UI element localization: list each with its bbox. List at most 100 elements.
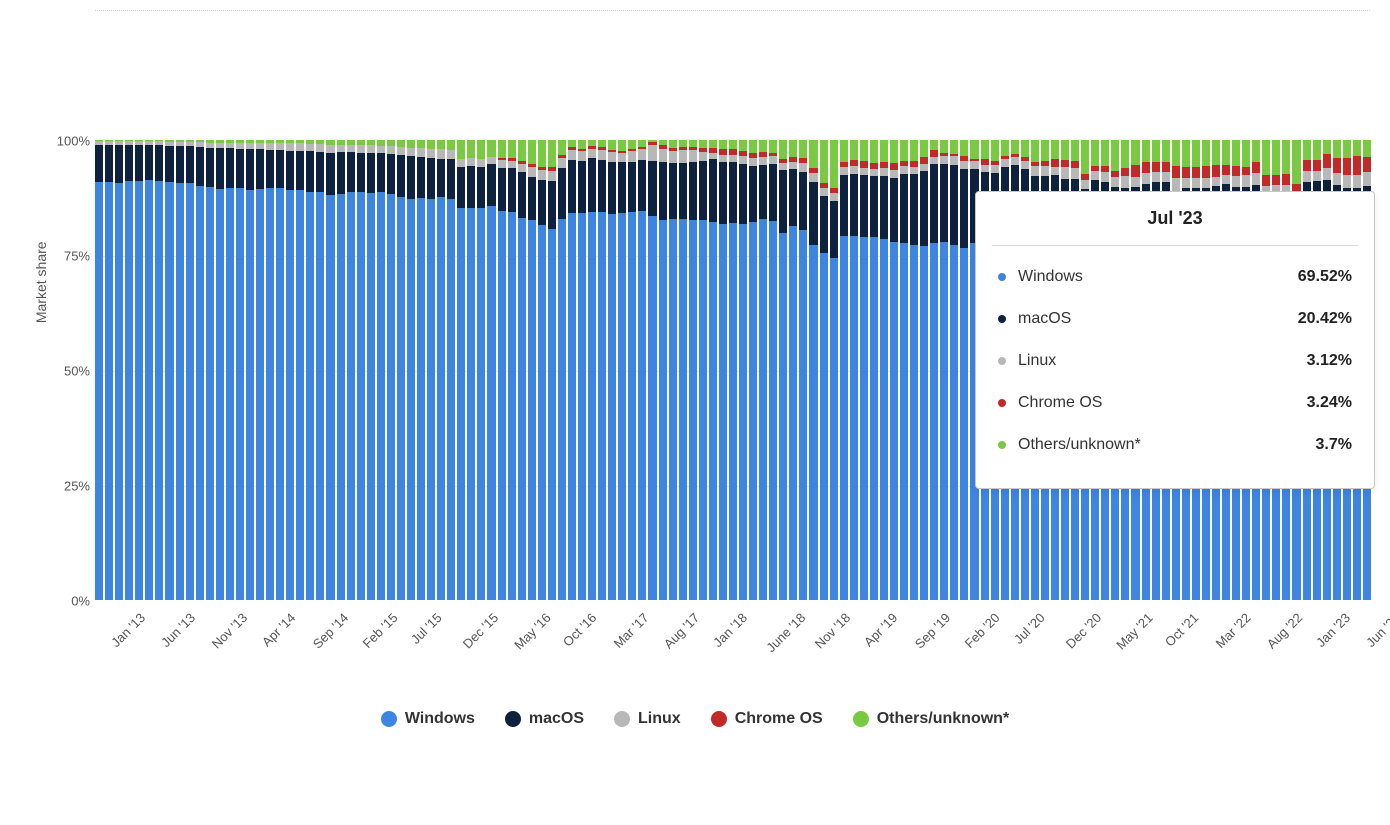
y-tick-label: 75% [40, 249, 90, 264]
bar-column[interactable] [387, 140, 395, 600]
bar-column[interactable] [598, 140, 606, 600]
bar-column[interactable] [950, 140, 958, 600]
bar-column[interactable] [498, 140, 506, 600]
bar-column[interactable] [679, 140, 687, 600]
x-tick-label: Jul '15 [408, 610, 445, 647]
bar-column[interactable] [638, 140, 646, 600]
bar-column[interactable] [337, 140, 345, 600]
bar-column[interactable] [538, 140, 546, 600]
bar-column[interactable] [648, 140, 656, 600]
bar-column[interactable] [256, 140, 264, 600]
bar-column[interactable] [477, 140, 485, 600]
bar-column[interactable] [940, 140, 948, 600]
bar-segment-linux [316, 144, 324, 152]
bar-column[interactable] [749, 140, 757, 600]
bar-column[interactable] [608, 140, 616, 600]
bar-column[interactable] [377, 140, 385, 600]
bar-column[interactable] [296, 140, 304, 600]
bar-column[interactable] [669, 140, 677, 600]
bar-column[interactable] [286, 140, 294, 600]
bar-column[interactable] [910, 140, 918, 600]
legend-item-macos[interactable]: macOS [505, 710, 584, 728]
bar-column[interactable] [115, 140, 123, 600]
bar-column[interactable] [186, 140, 194, 600]
bar-column[interactable] [518, 140, 526, 600]
bar-column[interactable] [578, 140, 586, 600]
bar-column[interactable] [830, 140, 838, 600]
bar-column[interactable] [216, 140, 224, 600]
bar-column[interactable] [95, 140, 103, 600]
bar-column[interactable] [820, 140, 828, 600]
bar-column[interactable] [930, 140, 938, 600]
bar-column[interactable] [699, 140, 707, 600]
bar-column[interactable] [789, 140, 797, 600]
legend-item-windows[interactable]: Windows [381, 710, 475, 728]
bar-segment-windows [125, 181, 133, 600]
bar-column[interactable] [347, 140, 355, 600]
bar-column[interactable] [558, 140, 566, 600]
bar-column[interactable] [246, 140, 254, 600]
bar-column[interactable] [407, 140, 415, 600]
bar-column[interactable] [799, 140, 807, 600]
bar-segment-linux [679, 150, 687, 163]
bar-column[interactable] [467, 140, 475, 600]
bar-column[interactable] [618, 140, 626, 600]
bar-column[interactable] [397, 140, 405, 600]
bar-column[interactable] [357, 140, 365, 600]
bar-column[interactable] [568, 140, 576, 600]
bar-column[interactable] [487, 140, 495, 600]
bar-column[interactable] [306, 140, 314, 600]
bar-column[interactable] [719, 140, 727, 600]
bar-column[interactable] [316, 140, 324, 600]
bar-column[interactable] [588, 140, 596, 600]
bar-column[interactable] [125, 140, 133, 600]
bar-column[interactable] [759, 140, 767, 600]
bar-column[interactable] [548, 140, 556, 600]
bar-column[interactable] [860, 140, 868, 600]
bar-column[interactable] [417, 140, 425, 600]
bar-column[interactable] [145, 140, 153, 600]
bar-column[interactable] [326, 140, 334, 600]
bar-column[interactable] [105, 140, 113, 600]
bar-column[interactable] [206, 140, 214, 600]
bar-column[interactable] [709, 140, 717, 600]
bar-column[interactable] [920, 140, 928, 600]
bar-column[interactable] [659, 140, 667, 600]
bar-segment-windows [538, 225, 546, 600]
bar-column[interactable] [447, 140, 455, 600]
bar-column[interactable] [809, 140, 817, 600]
bar-column[interactable] [628, 140, 636, 600]
bar-column[interactable] [779, 140, 787, 600]
bar-column[interactable] [739, 140, 747, 600]
bar-column[interactable] [266, 140, 274, 600]
bar-column[interactable] [427, 140, 435, 600]
bar-column[interactable] [870, 140, 878, 600]
bar-column[interactable] [437, 140, 445, 600]
bar-column[interactable] [135, 140, 143, 600]
bar-column[interactable] [155, 140, 163, 600]
bar-segment-others [508, 140, 516, 158]
bar-column[interactable] [729, 140, 737, 600]
bar-column[interactable] [769, 140, 777, 600]
bar-column[interactable] [528, 140, 536, 600]
bar-column[interactable] [165, 140, 173, 600]
bar-column[interactable] [176, 140, 184, 600]
legend-item-others[interactable]: Others/unknown* [853, 710, 1009, 728]
bar-column[interactable] [367, 140, 375, 600]
bar-column[interactable] [689, 140, 697, 600]
bar-column[interactable] [960, 140, 968, 600]
bar-column[interactable] [236, 140, 244, 600]
legend-item-chromeos[interactable]: Chrome OS [711, 710, 823, 728]
bar-column[interactable] [457, 140, 465, 600]
bar-segment-windows [477, 208, 485, 600]
bar-column[interactable] [840, 140, 848, 600]
bar-column[interactable] [276, 140, 284, 600]
bar-column[interactable] [850, 140, 858, 600]
bar-column[interactable] [880, 140, 888, 600]
bar-column[interactable] [508, 140, 516, 600]
bar-column[interactable] [890, 140, 898, 600]
bar-column[interactable] [226, 140, 234, 600]
legend-item-linux[interactable]: Linux [614, 710, 681, 728]
bar-column[interactable] [196, 140, 204, 600]
bar-column[interactable] [900, 140, 908, 600]
